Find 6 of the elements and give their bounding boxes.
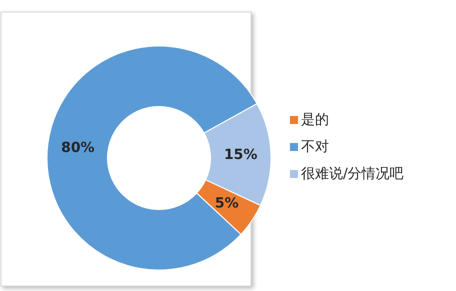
legend-label: 很难说/分情况吧 bbox=[301, 166, 404, 182]
data-label: 15% bbox=[224, 147, 258, 164]
legend-label: 是的 bbox=[301, 112, 329, 128]
data-label: 5% bbox=[214, 196, 239, 212]
data-label: 80% bbox=[61, 140, 95, 156]
legend-label: 不对 bbox=[301, 139, 329, 155]
